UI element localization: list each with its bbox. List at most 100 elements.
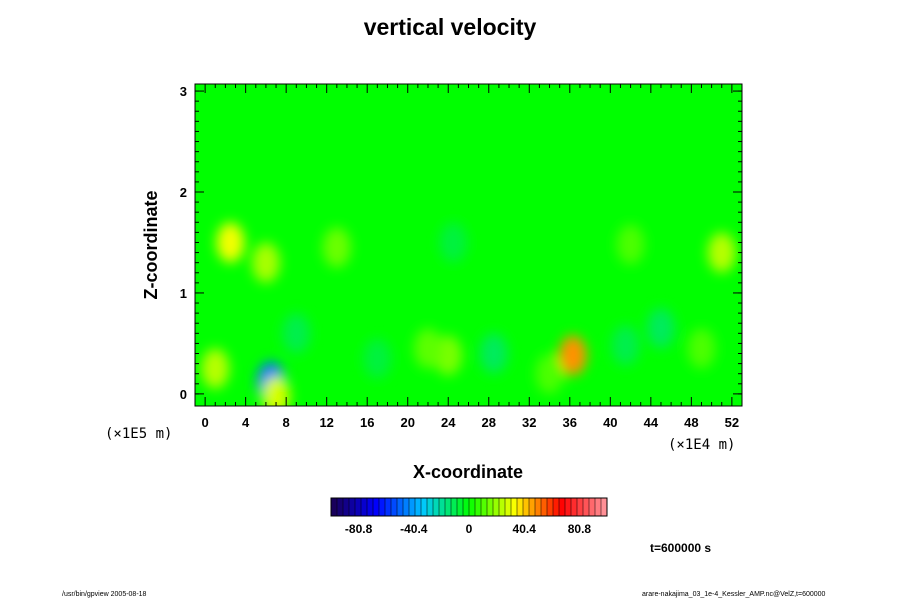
colorbar-cell [439, 498, 446, 516]
footer-right: arare-nakajima_03_1e-4_Kessler_AMP.nc@Ve… [642, 591, 826, 598]
velocity-feature [363, 338, 392, 379]
colorbar-cell [403, 498, 410, 516]
colorbar-cell [463, 498, 470, 516]
colorbar-cell [481, 498, 488, 516]
colorbar-cell [361, 498, 368, 516]
footer-left: /usr/bin/gpview 2005-08-18 [62, 591, 147, 598]
x-axis-label: X-coordinate [413, 462, 523, 482]
x-tick-label: 8 [283, 415, 290, 430]
colorbar-cell [583, 498, 590, 516]
colorbar-cell [331, 498, 338, 516]
colorbar-tick-label: -40.4 [400, 522, 428, 536]
chart-title: vertical velocity [363, 14, 537, 40]
colorbar-cell [355, 498, 362, 516]
x-tick-label: 12 [319, 415, 333, 430]
colorbar-cell [595, 498, 602, 516]
x-tick-label: 36 [563, 415, 577, 430]
colorbar-cell [469, 498, 476, 516]
colorbar-cell [517, 498, 524, 516]
colorbar-cell [505, 498, 512, 516]
colorbar-cell [529, 498, 536, 516]
velocity-feature [616, 224, 645, 265]
time-label: t=600000 s [650, 541, 711, 555]
colorbar-cell [565, 498, 572, 516]
velocity-feature [262, 375, 291, 406]
velocity-feature [322, 227, 351, 268]
x-tick-label: 28 [482, 415, 496, 430]
colorbar-cell [421, 498, 428, 516]
colorbar: -80.8 -40.4 0 40.4 80.8 [330, 497, 608, 536]
colorbar-cell [451, 498, 458, 516]
colorbar-cell [577, 498, 584, 516]
colorbar-cell [553, 498, 560, 516]
y-axis: 0 1 2 3 [180, 84, 742, 402]
colorbar-cell [601, 498, 608, 516]
colorbar-cell [409, 498, 416, 516]
colorbar-cell [589, 498, 596, 516]
y-axis-label: Z-coordinate [141, 190, 161, 299]
x-tick-label: 4 [242, 415, 250, 430]
colorbar-cell [511, 498, 518, 516]
velocity-feature [687, 328, 716, 369]
colorbar-cell [415, 498, 422, 516]
y-scale-label: (×1E5 m) [105, 426, 172, 442]
x-tick-label: 16 [360, 415, 374, 430]
colorbar-cell [397, 498, 404, 516]
velocity-feature [479, 333, 508, 374]
colorbar-cell [367, 498, 374, 516]
colorbar-tick-label: 80.8 [568, 522, 592, 536]
field-features [201, 222, 736, 406]
colorbar-cell [523, 498, 530, 516]
field-background [195, 84, 742, 406]
velocity-feature [439, 222, 468, 263]
colorbar-cell [571, 498, 578, 516]
x-tick-label: 40 [603, 415, 617, 430]
colorbar-cell [535, 498, 542, 516]
colorbar-tick-label: -80.8 [345, 522, 373, 536]
velocity-feature [201, 348, 230, 389]
x-tick-label: 24 [441, 415, 456, 430]
x-tick-label: 0 [202, 415, 209, 430]
x-axis: 0 4 8 12 16 20 24 28 32 36 40 44 48 52 [194, 84, 743, 430]
x-scale-label: (×1E4 m) [668, 437, 735, 453]
y-tick-label: 0 [180, 387, 187, 402]
colorbar-cell [427, 498, 434, 516]
colorbar-cell [433, 498, 440, 516]
x-tick-label: 52 [725, 415, 739, 430]
colorbar-cell [487, 498, 494, 516]
colorbar-cell [349, 498, 356, 516]
colorbar-cell [499, 498, 506, 516]
colorbar-cell [541, 498, 548, 516]
colorbar-cell [457, 498, 464, 516]
velocity-feature [535, 353, 564, 394]
x-tick-label: 32 [522, 415, 536, 430]
colorbar-cell [385, 498, 392, 516]
colorbar-frame [330, 497, 608, 517]
colorbar-cell [379, 498, 386, 516]
velocity-feature [646, 308, 675, 349]
velocity-feature [707, 232, 736, 273]
colorbar-cell [559, 498, 566, 516]
y-tick-label: 3 [180, 84, 187, 99]
colorbar-cell [337, 498, 344, 516]
colorbar-cell [547, 498, 554, 516]
colorbar-tick-label: 40.4 [513, 522, 537, 536]
velocity-feature [282, 313, 311, 354]
velocity-feature [251, 242, 280, 283]
colorbar-cell [391, 498, 398, 516]
plot-area [195, 84, 742, 406]
velocity-feature [611, 325, 640, 366]
colorbar-cell [373, 498, 380, 516]
velocity-feature [558, 335, 587, 376]
x-tick-label: 44 [644, 415, 659, 430]
colorbar-cell [445, 498, 452, 516]
colorbar-cell [343, 498, 350, 516]
colorbar-cell [493, 498, 500, 516]
velocity-feature [413, 328, 442, 369]
x-tick-label: 48 [684, 415, 698, 430]
y-tick-label: 1 [180, 286, 187, 301]
x-tick-label: 20 [400, 415, 414, 430]
y-tick-label: 2 [180, 185, 187, 200]
colorbar-cell [475, 498, 482, 516]
